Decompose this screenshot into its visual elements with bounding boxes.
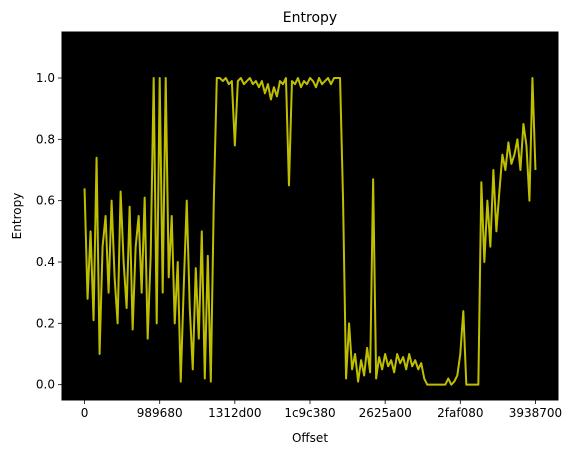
- x-tick-label: 2625a00: [359, 406, 412, 420]
- x-tick-label: 0: [81, 406, 89, 420]
- y-tick-label: 0.4: [36, 255, 55, 269]
- y-tick-label: 0.8: [36, 132, 55, 146]
- y-tick-label: 0.2: [36, 316, 55, 330]
- x-tick-label: 2faf080: [437, 406, 483, 420]
- x-tick-label: 989680: [137, 406, 183, 420]
- y-axis-label: Entropy: [10, 193, 24, 240]
- y-tick-label: 1.0: [36, 71, 55, 85]
- x-axis-label: Offset: [292, 431, 328, 445]
- x-tick-label: 1c9c380: [284, 406, 335, 420]
- x-tick-label: 3938700: [509, 406, 562, 420]
- x-tick-label: 1312d00: [208, 406, 261, 420]
- y-tick-label: 0.0: [36, 378, 55, 392]
- y-tick-label: 0.6: [36, 194, 55, 208]
- chart-title: Entropy: [283, 10, 337, 26]
- data-line: [83, 77, 537, 386]
